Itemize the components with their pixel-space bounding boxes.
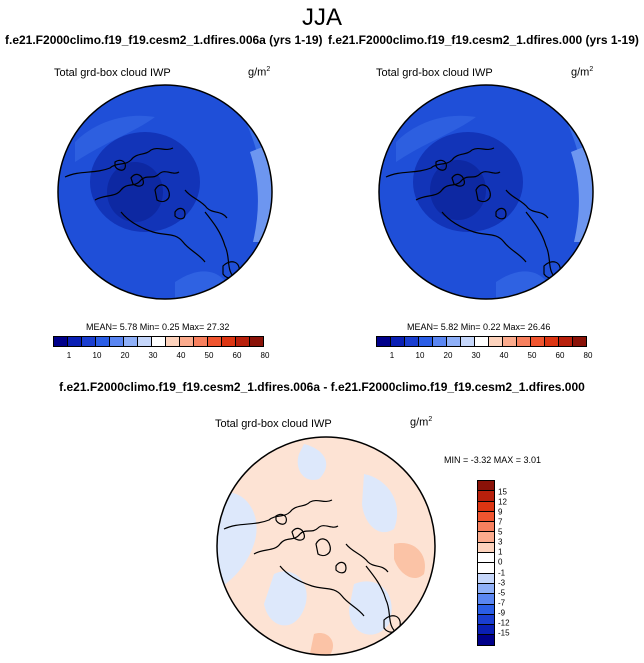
colorbar-swatch xyxy=(151,336,166,347)
colorbar-swatch xyxy=(235,336,250,347)
colorbar-swatch xyxy=(432,336,447,347)
colorbar-swatch xyxy=(81,336,96,347)
diff-variable-label: Total grd-box cloud IWP xyxy=(215,418,332,430)
colorbar-swatch xyxy=(544,336,559,347)
colorbar-swatch xyxy=(572,336,587,347)
colorbar-tick: 7 xyxy=(498,517,503,527)
colorbar-tick: 40 xyxy=(176,351,186,360)
colorbar-swatch xyxy=(53,336,68,347)
right-variable-label: Total grd-box cloud IWP xyxy=(376,67,493,79)
colorbar-tick: -15 xyxy=(498,628,510,638)
colorbar-tick: -1 xyxy=(498,568,506,578)
colorbar-tick: 5 xyxy=(498,527,503,537)
colorbar-tick: 0 xyxy=(498,557,503,567)
colorbar-swatch xyxy=(446,336,461,347)
colorbar-tick: -5 xyxy=(498,588,506,598)
right-units: g/m2 xyxy=(571,66,594,79)
left-panel-title: f.e21.F2000climo.f19_f19.cesm2_1.dfires.… xyxy=(5,33,323,47)
colorbar-tick: -3 xyxy=(498,578,506,588)
colorbar-swatch xyxy=(558,336,573,347)
diff-panel-title: f.e21.F2000climo.f19_f19.cesm2_1.dfires.… xyxy=(59,380,585,394)
colorbar-swatch xyxy=(376,336,391,347)
right-colorbar xyxy=(376,336,587,347)
colorbar-tick: 80 xyxy=(583,351,593,360)
colorbar-tick: 20 xyxy=(120,351,130,360)
diff-map xyxy=(216,436,436,656)
colorbar-swatch xyxy=(165,336,180,347)
colorbar-swatch xyxy=(477,634,495,646)
left-map xyxy=(57,84,273,300)
colorbar-tick: 30 xyxy=(471,351,481,360)
colorbar-swatch xyxy=(404,336,419,347)
right-map xyxy=(378,84,594,300)
colorbar-tick: 1 xyxy=(389,351,395,360)
colorbar-swatch xyxy=(502,336,517,347)
left-stats: MEAN= 5.78 Min= 0.25 Max= 27.32 xyxy=(86,322,230,332)
colorbar-tick: 20 xyxy=(443,351,453,360)
colorbar-tick: 10 xyxy=(92,351,102,360)
left-colorbar-ticks: 1 10 20 30 40 50 60 80 xyxy=(54,351,270,361)
diff-colorbar xyxy=(477,480,495,646)
colorbar-swatch xyxy=(67,336,82,347)
right-stats: MEAN= 5.82 Min= 0.22 Max= 26.46 xyxy=(407,322,551,332)
colorbar-swatch xyxy=(207,336,222,347)
left-variable-label: Total grd-box cloud IWP xyxy=(54,67,171,79)
colorbar-swatch xyxy=(418,336,433,347)
colorbar-tick: 30 xyxy=(148,351,158,360)
colorbar-swatch xyxy=(474,336,489,347)
colorbar-swatch xyxy=(109,336,124,347)
colorbar-tick: 3 xyxy=(498,537,503,547)
diff-units: g/m2 xyxy=(410,416,433,429)
left-colorbar xyxy=(53,336,264,347)
colorbar-tick: 80 xyxy=(260,351,270,360)
colorbar-tick: -7 xyxy=(498,598,506,608)
colorbar-swatch xyxy=(221,336,236,347)
diff-stats: MIN = -3.32 MAX = 3.01 xyxy=(444,455,542,465)
colorbar-tick: 50 xyxy=(204,351,214,360)
colorbar-swatch xyxy=(390,336,405,347)
colorbar-tick: 60 xyxy=(232,351,242,360)
colorbar-swatch xyxy=(488,336,503,347)
colorbar-tick: 60 xyxy=(555,351,565,360)
colorbar-tick: 1 xyxy=(66,351,72,360)
diff-colorbar-ticks: 15 12 9 7 5 3 1 0 -1 -3 -5 -7 -9 -12 -15 xyxy=(498,481,518,661)
right-panel-title: f.e21.F2000climo.f19_f19.cesm2_1.dfires.… xyxy=(328,33,639,47)
colorbar-tick: 9 xyxy=(498,507,503,517)
colorbar-tick: 10 xyxy=(415,351,425,360)
colorbar-swatch xyxy=(193,336,208,347)
colorbar-swatch xyxy=(460,336,475,347)
colorbar-swatch xyxy=(249,336,264,347)
colorbar-tick: 12 xyxy=(498,497,507,507)
colorbar-tick: 50 xyxy=(527,351,537,360)
colorbar-swatch xyxy=(179,336,194,347)
colorbar-tick: 15 xyxy=(498,487,507,497)
colorbar-swatch xyxy=(123,336,138,347)
colorbar-swatch xyxy=(516,336,531,347)
colorbar-tick: 40 xyxy=(499,351,509,360)
season-title: JJA xyxy=(301,4,342,31)
colorbar-tick: 1 xyxy=(498,547,503,557)
colorbar-swatch xyxy=(95,336,110,347)
colorbar-tick: -12 xyxy=(498,618,510,628)
colorbar-swatch xyxy=(137,336,152,347)
left-units: g/m2 xyxy=(248,66,271,79)
right-colorbar-ticks: 1 10 20 30 40 50 60 80 xyxy=(377,351,593,361)
colorbar-swatch xyxy=(530,336,545,347)
colorbar-tick: -9 xyxy=(498,608,506,618)
